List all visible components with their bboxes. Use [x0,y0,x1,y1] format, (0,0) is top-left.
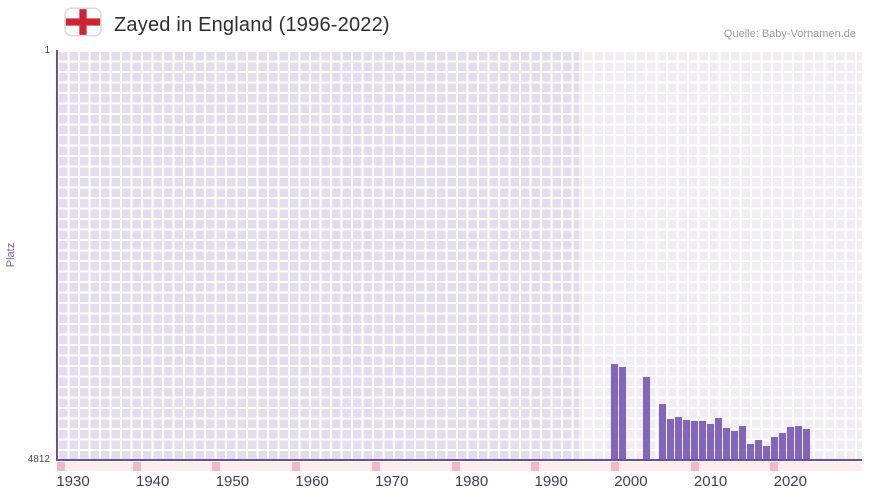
bar-2016 [754,440,762,460]
strip-mark-1948 [212,462,221,471]
bar-2010 [707,424,715,460]
bar-2002 [643,377,651,460]
x-tick-1950: 1950 [215,473,250,490]
strip-mark-2008 [690,462,699,471]
bar-2013 [731,430,738,460]
bar-2022 [802,429,810,460]
strip-mark-1998 [610,462,619,471]
england-flag-icon [64,7,102,37]
strip-mark-1968 [371,462,380,471]
bar-2019 [778,433,786,460]
bar-2006 [675,417,683,460]
bar-2007 [683,419,691,460]
bar-2021 [794,425,802,460]
bar-2011 [715,418,723,460]
x-axis-line [56,459,862,461]
bar-2014 [738,425,746,460]
y-axis-bottom-label: 4812 [27,454,50,465]
y-axis-line [56,50,58,461]
strip-mark-1938 [132,462,141,471]
bar-2004 [659,403,667,460]
bar-2008 [691,420,699,460]
source-credit: Quelle: Baby-Vornamen.de [723,28,856,40]
bar-2017 [762,446,770,460]
y-axis-title: Platz [5,242,17,268]
bar-2005 [667,418,675,460]
y-axis-top-label: 1 [44,45,50,56]
plot-area [57,50,862,460]
bar-2015 [746,443,754,460]
x-tick-1990: 1990 [534,473,568,490]
x-tick-1980: 1980 [454,473,489,490]
x-tick-1940: 1940 [136,473,170,490]
strip-mark-1988 [531,462,540,471]
strip-mark-1958 [292,462,301,471]
bar-2020 [786,427,794,460]
strip-mark-1978 [451,462,460,471]
x-tick-2020: 2020 [773,473,807,490]
chart-title: Zayed in England (1996-2022) [114,14,390,36]
bar-1998 [611,363,619,460]
bar-2018 [770,436,778,460]
bar-1999 [619,366,627,460]
strip-mark-2018 [770,462,779,471]
strip-mark-1928 [57,462,65,471]
x-tick-1930: 1930 [56,473,90,490]
x-tick-1970: 1970 [375,473,409,490]
bottom-decade-strip [57,462,862,471]
x-tick-2000: 2000 [614,473,648,490]
bar-2009 [699,421,707,460]
bar-2012 [723,428,731,460]
x-tick-2010: 2010 [693,473,728,490]
x-tick-1960: 1960 [295,473,329,490]
